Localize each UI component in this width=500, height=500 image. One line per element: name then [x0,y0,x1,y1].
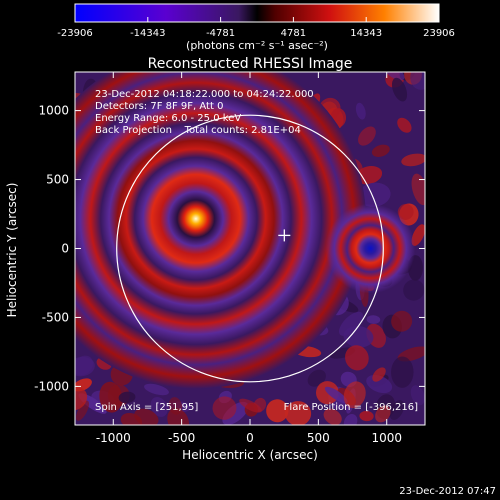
flare-position-label: Flare Position = [-396,216] [284,402,418,413]
colorbar: -23906 -14343 -4781 4781 14343 23906 (photons… [57,3,455,52]
spin-axis-label: Spin Axis = [251,95] [95,402,198,413]
x-tick-label: 0 [246,431,254,445]
info-line-detectors: Detectors: 7F 8F 9F, Att 0 [95,101,223,112]
colorbar-ticks: -23906 -14343 -4781 4781 14343 23906 [57,17,455,39]
colorbar-tick-label: -4781 [206,28,235,39]
y-tick-label: 0 [61,242,69,256]
flare-ring-pattern [75,72,366,389]
colorbar-tick-label: 23906 [423,28,455,39]
x-tick-label: 500 [307,431,330,445]
y-tick-label: 1000 [38,104,69,118]
info-line-method: Back Projection Total counts: 2.81E+04 [95,125,301,136]
solar-limb-circle [116,114,384,383]
spin-axis-marker [278,229,291,242]
y-axis-ticks: 1000 500 0 -500 -1000 [34,104,425,393]
colorbar-unit-label: (photons cm⁻² s⁻¹ asec⁻²) [186,39,328,52]
plot-title: Reconstructed RHESSI Image [148,56,353,72]
x-tick-label: -1000 [96,431,131,445]
image-area [75,72,425,425]
x-axis-ticks: -1000 -500 0 500 1000 [96,72,402,445]
x-tick-label: 1000 [371,431,402,445]
y-tick-label: 500 [46,173,69,187]
info-text-block: 23-Dec-2012 04:18:22.000 to 04:24:22.000… [95,89,314,136]
info-line-energy: Energy Range: 6.0 - 25.0 keV [95,113,241,124]
x-tick-label: -500 [168,431,195,445]
y-tick-label: -500 [42,310,69,324]
footer-timestamp: 23-Dec-2012 07:47 [399,486,496,497]
y-tick-label: -1000 [34,379,69,393]
info-line-time: 23-Dec-2012 04:18:22.000 to 04:24:22.000 [95,89,314,100]
negative-source-pattern [325,203,416,294]
colorbar-tick-label: 4781 [281,28,306,39]
colorbar-tick-label: -23906 [57,28,92,39]
colorbar-tick-label: 14343 [350,28,382,39]
colorbar-tick-label: -14343 [130,28,165,39]
x-axis-label: Heliocentric X (arcsec) [182,448,318,462]
colorbar-gradient [74,3,440,23]
y-axis-label: Heliocentric Y (arcsec) [5,183,19,318]
